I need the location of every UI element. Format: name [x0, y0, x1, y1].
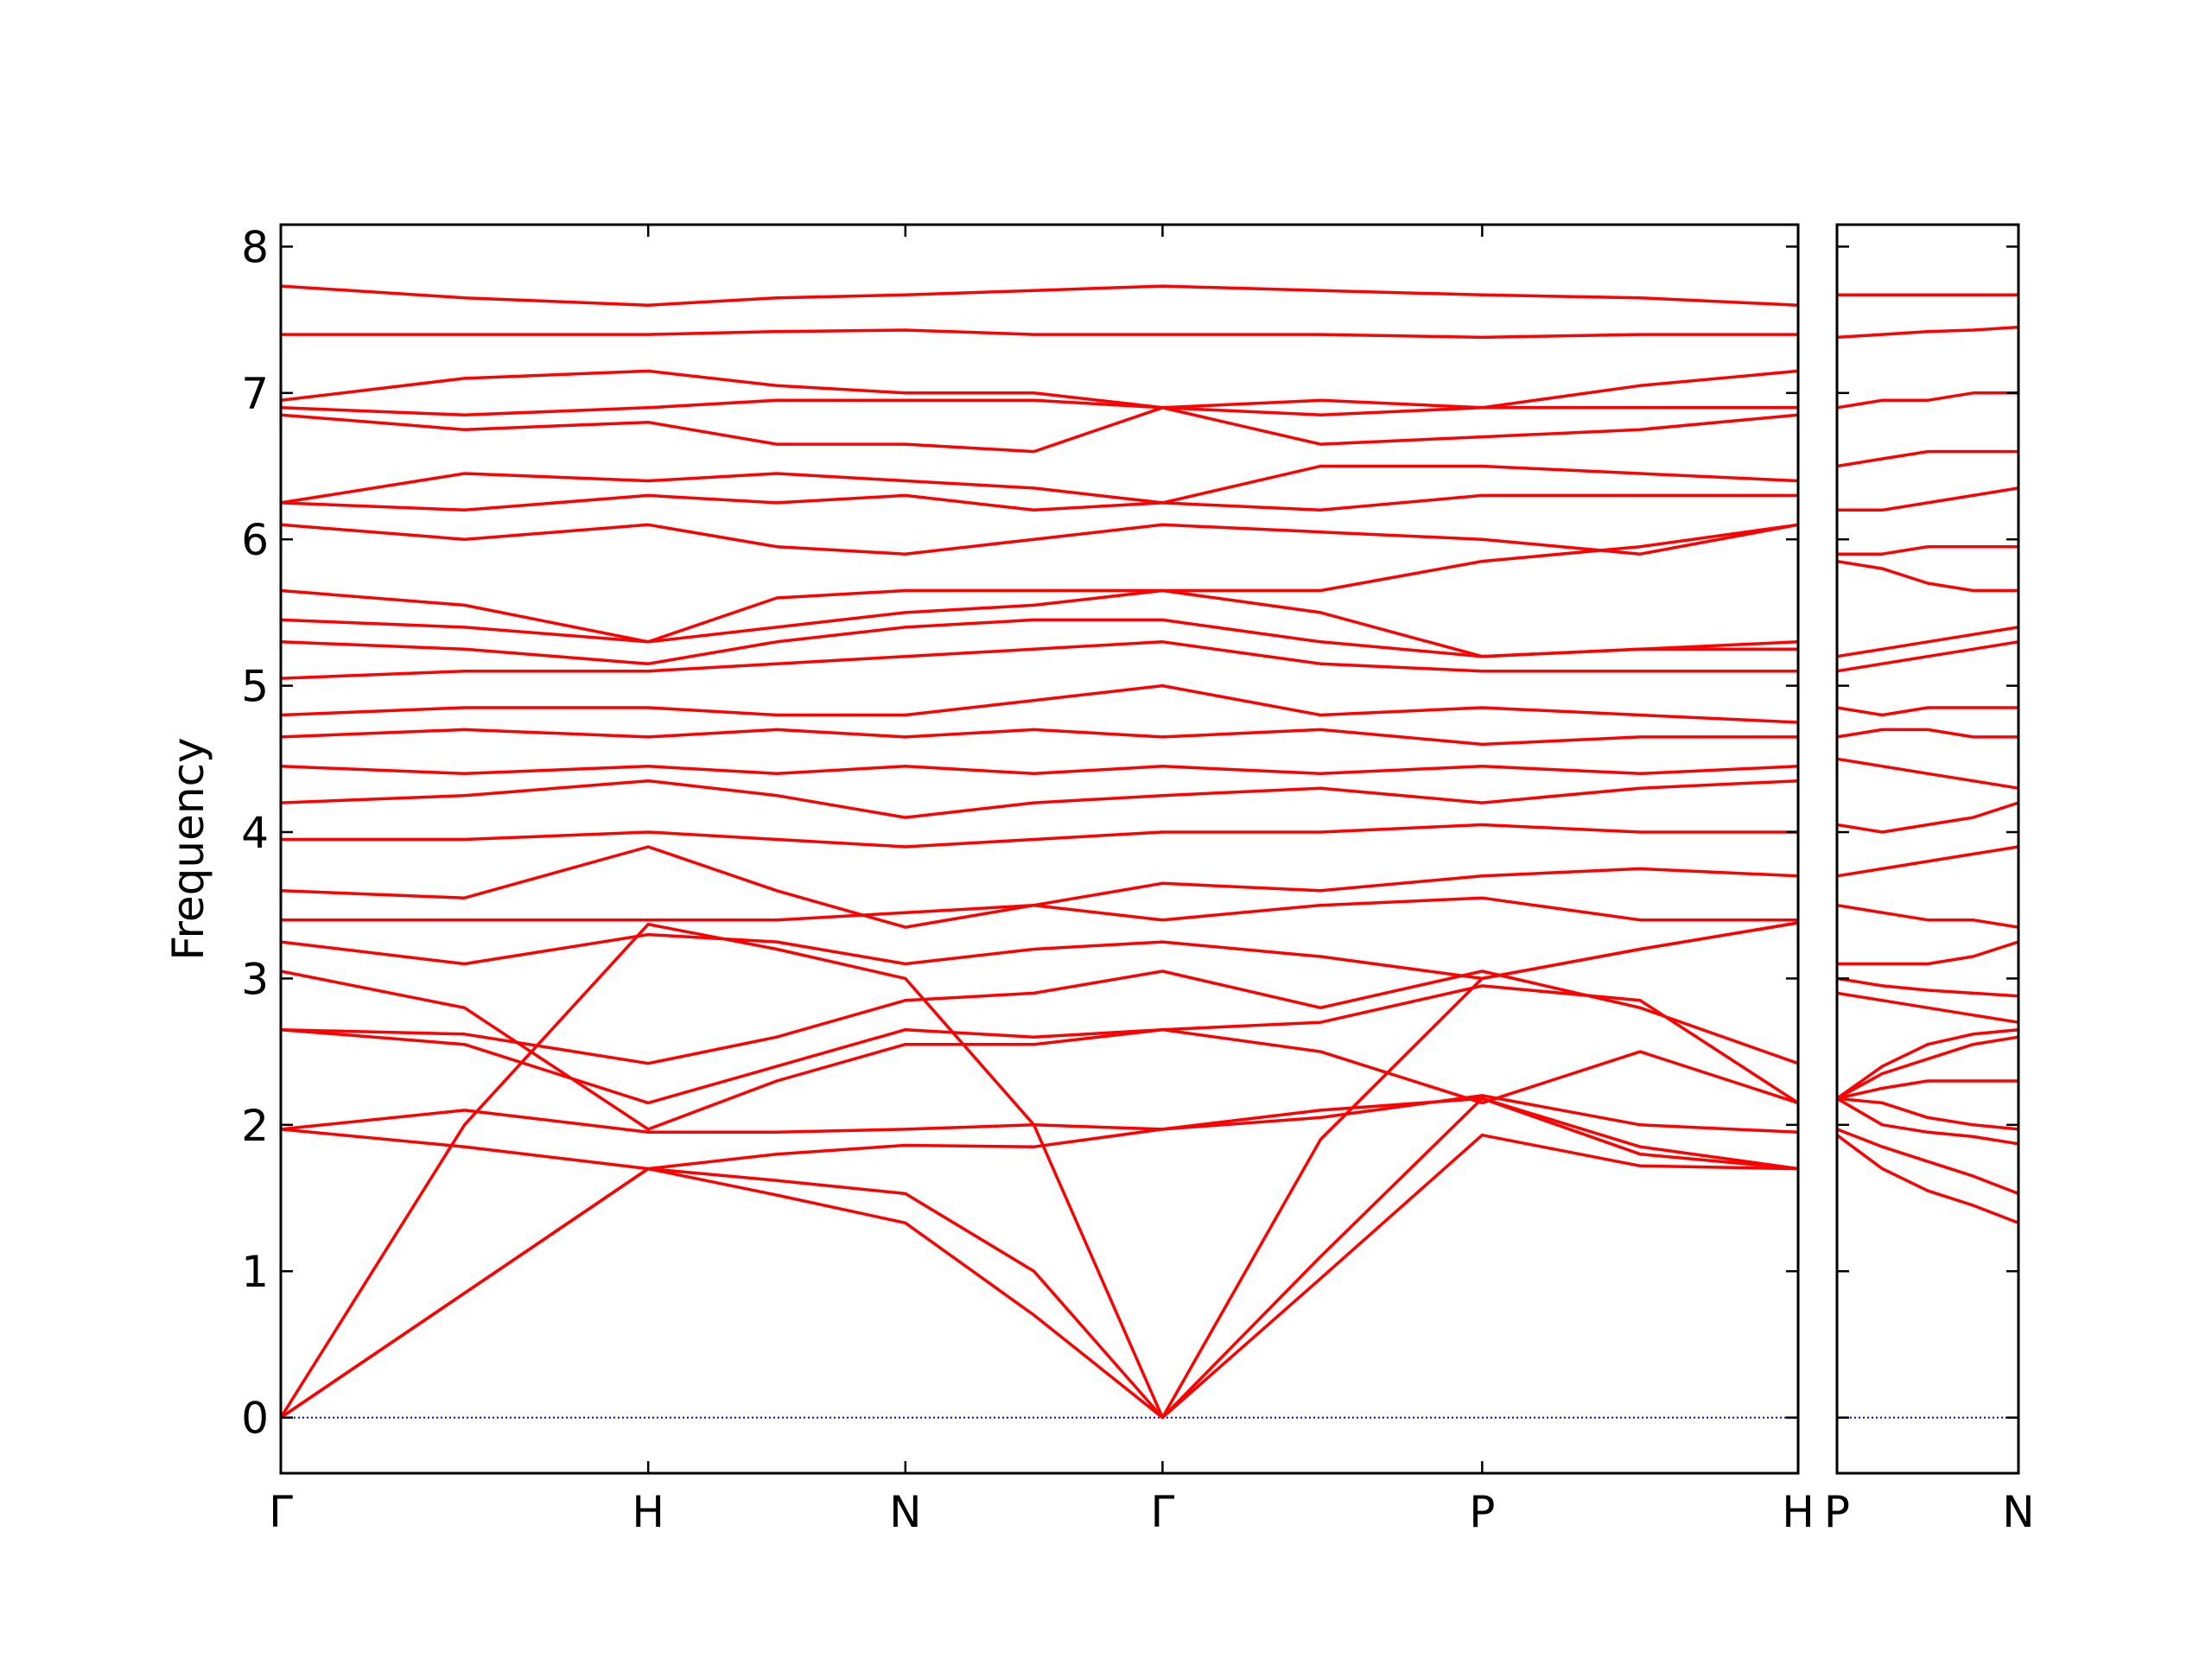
band-line [1837, 486, 2019, 512]
band-line [280, 1094, 1799, 1171]
band-line [280, 728, 1798, 747]
band-line [1836, 757, 2019, 790]
band-line [1836, 391, 2018, 410]
band-line [1836, 559, 2018, 593]
y-tick-label: 8 [241, 222, 269, 272]
x-tick-label: N [2002, 1487, 2034, 1537]
band-line [1835, 1027, 2019, 1100]
band-line [280, 640, 1798, 680]
band-line [280, 969, 1799, 1065]
y-tick-label: 4 [241, 808, 269, 858]
x-tick-label: Γ [269, 1487, 293, 1537]
band-line [1836, 325, 2019, 340]
x-tick-label: H [632, 1487, 664, 1537]
band-line [281, 328, 1798, 340]
band-line [1836, 801, 2019, 834]
band-line [1836, 1035, 2019, 1100]
band-line [1836, 1079, 2018, 1101]
band-line [1836, 976, 2019, 998]
band-line [1835, 1134, 2019, 1224]
band-line [280, 464, 1799, 505]
band-line [280, 369, 1799, 416]
band-line [281, 896, 1798, 922]
band-line [280, 523, 1799, 556]
band-line [280, 1096, 1799, 1420]
y-tick-label: 5 [241, 662, 269, 712]
band-line [1836, 1096, 2019, 1146]
x-tick-label: H [1782, 1487, 1815, 1537]
band-line [1836, 845, 2019, 878]
band-line [280, 406, 1799, 454]
band-line [280, 618, 1799, 665]
band-line [280, 1027, 1799, 1105]
band-line [1837, 544, 2018, 556]
band-line [280, 493, 1798, 512]
band-line [279, 921, 1799, 1420]
band-line [1836, 449, 2018, 468]
y-tick-label: 1 [241, 1247, 269, 1297]
band-line [1836, 626, 2019, 658]
band-line [280, 284, 1799, 307]
y-tick-label: 3 [241, 954, 269, 1004]
band-line [280, 588, 1798, 658]
band-line [1837, 940, 2019, 966]
band-line [280, 1096, 1799, 1171]
band-line [280, 765, 1799, 776]
x-tick-label: P [1824, 1487, 1850, 1537]
y-tick-label: 2 [241, 1101, 269, 1151]
band-line [1836, 903, 2019, 929]
band-line [1836, 1128, 2019, 1196]
band-line [280, 969, 1799, 1131]
band-line [280, 921, 1799, 981]
x-tick-label: P [1469, 1487, 1495, 1537]
band-line [280, 779, 1799, 819]
band-line [1836, 728, 2018, 739]
band-line [1836, 1096, 2019, 1131]
band-line [1836, 991, 2019, 1024]
band-line [280, 523, 1799, 644]
band-line [281, 823, 1798, 849]
y-axis-label: Frequency [163, 737, 213, 960]
band-line [280, 845, 1799, 929]
band-line [280, 683, 1799, 724]
y-tick-label: 7 [241, 369, 269, 419]
x-tick-label: Γ [1151, 1487, 1175, 1537]
band-line [1836, 706, 2018, 717]
y-tick-label: 0 [241, 1394, 269, 1444]
x-tick-label: N [889, 1487, 921, 1537]
plot-frame [279, 223, 1800, 1475]
band-line [280, 398, 1798, 416]
y-tick-label: 6 [241, 515, 269, 565]
plot-frame [1835, 223, 2020, 1475]
band-line [1836, 640, 2019, 673]
